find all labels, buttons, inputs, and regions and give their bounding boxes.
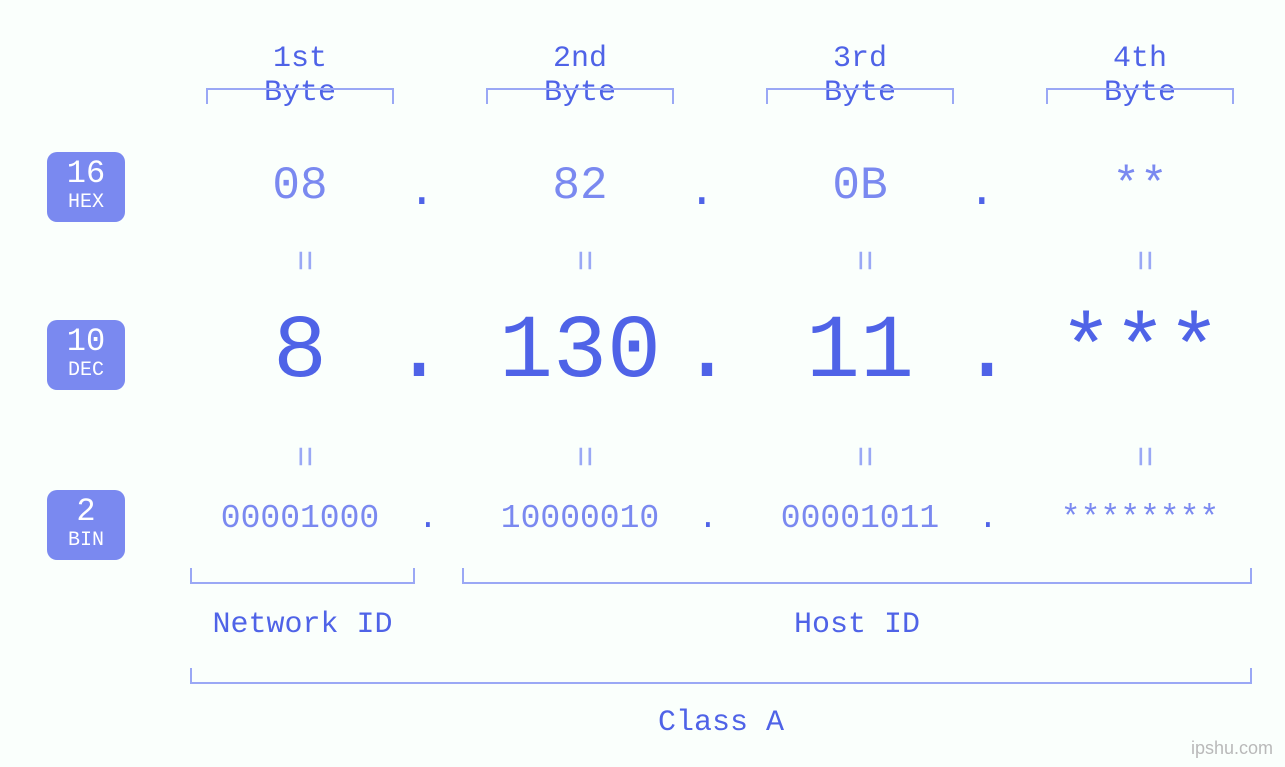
dec-dot-3: . [960, 302, 1014, 404]
hex-byte-2: 82 [520, 160, 640, 212]
dec-dot-2: . [680, 302, 734, 404]
bin-dot-1: . [418, 500, 438, 537]
label-network-id: Network ID [190, 608, 415, 642]
bracket-class [190, 668, 1252, 684]
hex-byte-4: ** [1080, 160, 1200, 212]
hex-byte-3: 0B [800, 160, 920, 212]
bracket-byte-3 [766, 88, 954, 104]
hex-byte-1: 08 [240, 160, 360, 212]
eq-hex-dec-2: = [562, 250, 603, 272]
eq-hex-dec-1: = [282, 250, 323, 272]
bin-byte-4: ******** [1030, 500, 1250, 537]
hex-dot-2: . [688, 166, 716, 218]
badge-hex-txt: HEX [47, 192, 125, 214]
dec-dot-1: . [392, 302, 446, 404]
dec-byte-4: *** [1040, 302, 1240, 404]
bin-byte-1: 00001000 [190, 500, 410, 537]
bracket-byte-1 [206, 88, 394, 104]
badge-dec: 10 DEC [47, 320, 125, 390]
hex-dot-1: . [408, 166, 436, 218]
bracket-network-id [190, 568, 415, 584]
label-class: Class A [190, 706, 1252, 740]
dec-byte-2: 130 [480, 302, 680, 404]
badge-hex: 16 HEX [47, 152, 125, 222]
bin-dot-3: . [978, 500, 998, 537]
bracket-byte-2 [486, 88, 674, 104]
eq-hex-dec-4: = [1122, 250, 1163, 272]
label-host-id: Host ID [462, 608, 1252, 642]
bracket-byte-4 [1046, 88, 1234, 104]
badge-hex-num: 16 [47, 158, 125, 190]
badge-dec-txt: DEC [47, 360, 125, 382]
badge-bin-txt: BIN [47, 530, 125, 552]
badge-bin-num: 2 [47, 496, 125, 528]
watermark: ipshu.com [1191, 738, 1273, 759]
ip-byte-diagram: 1st Byte 2nd Byte 3rd Byte 4th Byte 16 H… [0, 0, 1285, 767]
dec-byte-1: 8 [200, 302, 400, 404]
dec-byte-3: 11 [760, 302, 960, 404]
bin-byte-2: 10000010 [470, 500, 690, 537]
eq-hex-dec-3: = [842, 250, 883, 272]
bin-byte-3: 00001011 [750, 500, 970, 537]
bracket-host-id [462, 568, 1252, 584]
eq-dec-bin-1: = [282, 446, 323, 468]
eq-dec-bin-4: = [1122, 446, 1163, 468]
badge-dec-num: 10 [47, 326, 125, 358]
badge-bin: 2 BIN [47, 490, 125, 560]
eq-dec-bin-3: = [842, 446, 883, 468]
hex-dot-3: . [968, 166, 996, 218]
bin-dot-2: . [698, 500, 718, 537]
eq-dec-bin-2: = [562, 446, 603, 468]
